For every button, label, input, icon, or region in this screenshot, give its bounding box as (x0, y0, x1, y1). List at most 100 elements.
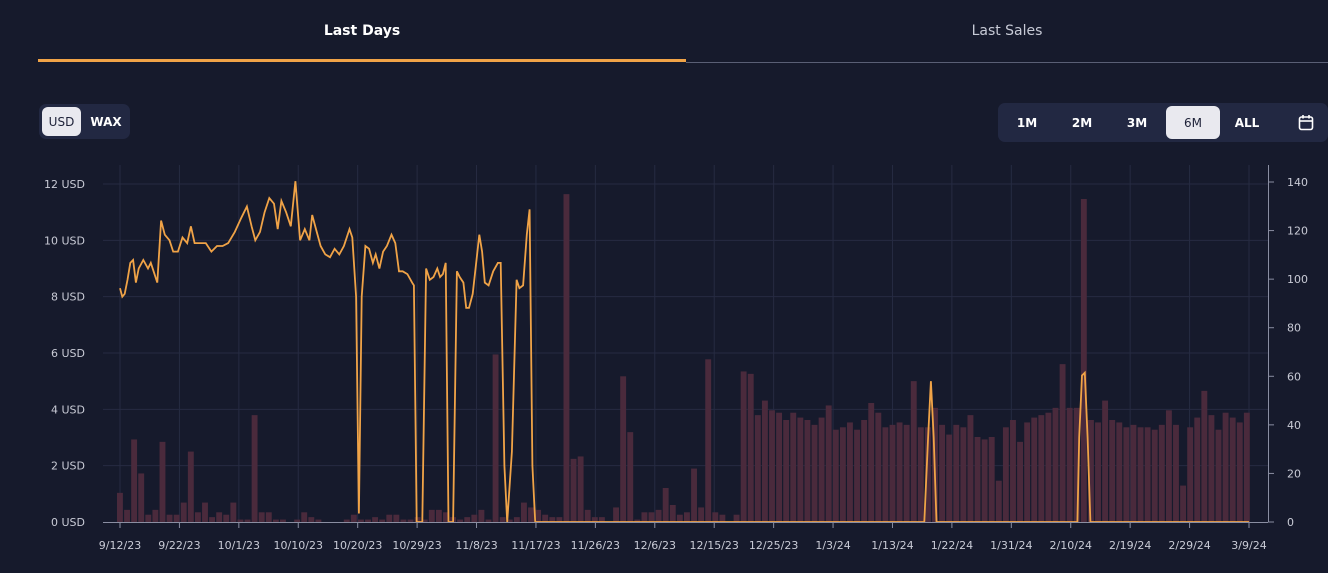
volume-bar (223, 514, 230, 522)
volume-bar (280, 519, 286, 522)
left-axis-label: 12 USD (44, 178, 85, 191)
volume-bar (1031, 417, 1038, 522)
volume-bar (1080, 199, 1087, 522)
time-range-selector: 1M 2M 3M 6M ALL (998, 103, 1328, 142)
volume-bar (202, 502, 208, 522)
volume-bar (173, 514, 180, 522)
volume-bar (145, 514, 152, 522)
left-axis-label: 6 USD (51, 347, 85, 360)
volume-bar (1180, 485, 1187, 522)
volume-bar (549, 517, 556, 522)
chart-axes (103, 165, 1274, 528)
volume-bar (499, 517, 506, 522)
volume-bar (1059, 364, 1066, 522)
currency-usd-button[interactable]: USD (42, 107, 81, 136)
volume-bar (669, 505, 676, 522)
volume-bar (1045, 412, 1052, 522)
volume-bar (272, 519, 279, 522)
left-axis-label: 8 USD (51, 291, 85, 304)
volume-bar (712, 512, 719, 522)
range-2m-button[interactable]: 2M (1071, 115, 1093, 130)
volume-bar (393, 514, 400, 522)
volume-bar (1158, 424, 1165, 522)
volume-bar (570, 458, 577, 522)
volume-bar (478, 509, 485, 522)
volume-bar (535, 509, 542, 522)
volume-bar (1052, 407, 1059, 522)
tab-last-days[interactable]: Last Days (323, 23, 401, 39)
volume-bar (634, 519, 641, 522)
volume-bar (237, 519, 244, 522)
volume-bar (1116, 422, 1123, 522)
left-axis-label: 0 USD (51, 516, 85, 529)
volume-bar (1017, 441, 1023, 522)
volume-bar (117, 492, 123, 522)
volume-bar (591, 517, 598, 522)
volume-bar (875, 412, 882, 522)
volume-bar (159, 441, 166, 522)
x-axis-label: 11/17/23 (511, 539, 560, 552)
volume-bar (294, 519, 301, 522)
volume-bar (655, 509, 662, 522)
volume-bar (1130, 424, 1137, 522)
left-axis-labels: 0 USD 2 USD 4 USD 6 USD 8 USD 10 USD 12 USD (44, 178, 85, 529)
range-3m-button[interactable]: 3M (1126, 115, 1148, 130)
range-all-button[interactable]: ALL (1234, 115, 1260, 130)
currency-wax-button[interactable]: WAX (90, 114, 122, 129)
x-axis-label: 10/29/23 (392, 539, 441, 552)
tab-last-sales[interactable]: Last Sales (971, 23, 1043, 39)
tab-bar: Last Days Last Sales (38, 0, 1328, 63)
volume-bar (1109, 420, 1116, 522)
volume-bar (1236, 422, 1243, 522)
volume-bar (1208, 415, 1215, 522)
volume-bar (1215, 429, 1222, 522)
volume-bar (733, 514, 740, 522)
volume-bar (1144, 427, 1151, 522)
volume-bar (1066, 407, 1073, 522)
volume-bar (414, 517, 421, 522)
volume-bar (372, 517, 379, 522)
volume-bar (747, 373, 754, 522)
volume-bar (776, 412, 783, 522)
x-axis-label: 10/10/23 (274, 539, 323, 552)
volume-bar (365, 519, 371, 522)
volume-bar (315, 519, 322, 522)
volume-bar (421, 519, 428, 522)
volume-bar (166, 514, 173, 522)
volume-bar (676, 514, 683, 522)
volume-bar (1137, 427, 1144, 522)
volume-bar (400, 519, 407, 522)
volume-bar (797, 417, 804, 522)
chart-grid (103, 165, 1268, 522)
range-6m-button[interactable]: 6M (1166, 106, 1220, 139)
volume-bar (648, 512, 655, 522)
volume-bar (1165, 410, 1172, 522)
volume-bar (407, 519, 414, 522)
volume-bar (563, 194, 570, 522)
range-1m-button[interactable]: 1M (1016, 115, 1038, 130)
volume-bar (457, 519, 464, 522)
calendar-icon[interactable] (1292, 106, 1320, 139)
volume-bar (1222, 412, 1229, 522)
volume-bar (492, 354, 499, 522)
volume-bar (769, 410, 775, 522)
volume-bar (435, 509, 442, 522)
volume-bar (754, 415, 761, 522)
volume-bar (265, 512, 272, 522)
volume-bar (981, 439, 988, 522)
volume-bar (1095, 422, 1101, 522)
volume-bar (641, 512, 648, 522)
x-axis-label: 9/12/23 (99, 539, 141, 552)
x-axis-label: 10/20/23 (333, 539, 382, 552)
volume-bar (350, 514, 357, 522)
volume-bar (924, 427, 931, 522)
volume-bar (584, 509, 591, 522)
x-axis-label: 9/22/23 (158, 539, 200, 552)
volume-bar (684, 512, 690, 522)
volume-bar (230, 502, 237, 522)
volume-bar (627, 432, 634, 522)
volume-bar (995, 480, 1002, 522)
left-axis-label: 2 USD (51, 460, 85, 473)
volume-bar (556, 517, 563, 522)
volume-bar (471, 514, 478, 522)
